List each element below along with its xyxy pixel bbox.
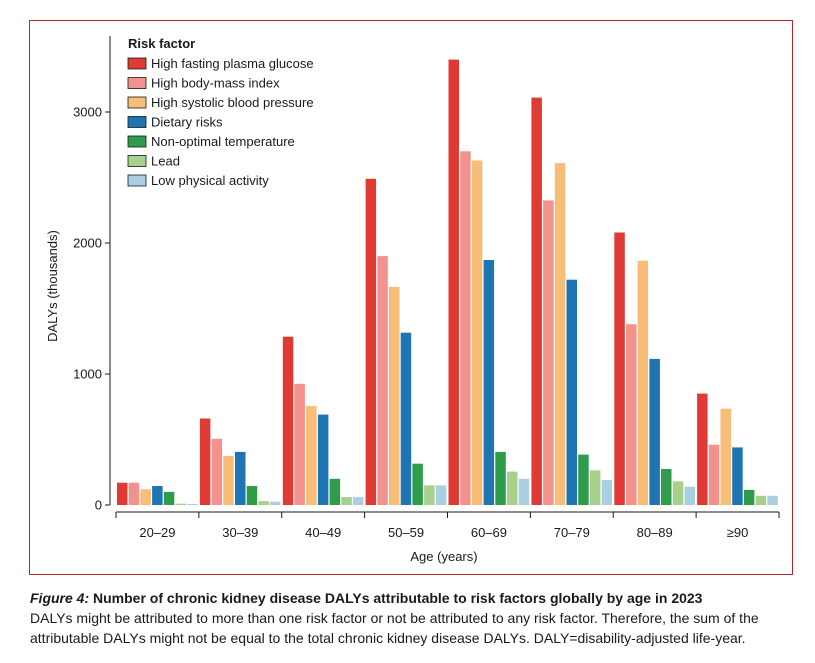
x-tick-label: 20–29: [139, 525, 175, 540]
bar-6-4: [424, 485, 435, 505]
bar-1-5: [448, 59, 459, 505]
bar-4-4: [400, 332, 412, 505]
bar-3-2: [223, 455, 234, 505]
y-axis-title: DALYs (thousands): [45, 230, 60, 342]
x-tick-label: 80–89: [637, 525, 673, 540]
legend-swatch-7: [127, 174, 147, 187]
x-axis-title: Age (years): [410, 549, 477, 564]
legend-label-4: Dietary risks: [151, 115, 223, 130]
bar-1-1: [117, 482, 128, 505]
bar-2-3: [294, 383, 305, 505]
bar-1-4: [365, 178, 377, 506]
bar-5-4: [412, 463, 423, 505]
x-tick-label: 30–39: [222, 525, 258, 540]
bar-1-7: [614, 232, 625, 505]
bar-1-8: [697, 393, 708, 505]
bar-4-8: [732, 447, 743, 505]
bar-7-8: [767, 495, 778, 505]
x-tick-label: 60–69: [471, 525, 507, 540]
bar-7-4: [435, 485, 447, 505]
bar-6-7: [672, 481, 684, 505]
bar-3-5: [471, 160, 483, 505]
bar-3-7: [637, 260, 649, 505]
y-tick-label: 1000: [73, 367, 102, 382]
legend-swatch-1: [127, 57, 147, 70]
bar-3-4: [389, 286, 400, 505]
bar-7-7: [684, 486, 695, 505]
bar-6-8: [755, 495, 767, 505]
legend-swatch-4: [127, 116, 147, 128]
caption-figure-label: Figure 4:: [30, 590, 90, 606]
bar-6-3: [341, 497, 352, 505]
bar-5-8: [743, 489, 755, 505]
bar-2-6: [543, 200, 554, 505]
ticks: 0 1000 2000 3000 20–29 30–39 40–49 50–59 60–69 70…: [73, 105, 780, 540]
bar-5-1: [163, 491, 175, 505]
bar-2-1: [128, 482, 140, 505]
legend-label-5: Non-optimal temperature: [151, 134, 295, 149]
bar-6-1: [175, 503, 186, 505]
bar-4-3: [317, 414, 329, 505]
bar-7-1: [187, 504, 198, 505]
legend-label-2: High body-mass index: [151, 76, 280, 91]
caption-title-line: Figure 4: Number of chronic kidney disea…: [30, 588, 805, 608]
legend-title: Risk factor: [128, 36, 195, 51]
bar-5-3: [329, 478, 341, 505]
bar-2-5: [460, 151, 471, 506]
bars: [117, 59, 778, 506]
bar-3-3: [306, 406, 317, 505]
bar-6-2: [258, 501, 269, 505]
legend-swatch-5: [127, 135, 147, 148]
x-tick-label: 40–49: [305, 525, 341, 540]
y-tick-label: 2000: [73, 236, 102, 251]
bar-3-6: [554, 163, 566, 505]
bar-4-6: [566, 279, 577, 505]
bar-3-8: [720, 408, 731, 505]
bar-7-6: [601, 480, 613, 505]
bar-3-1: [140, 489, 151, 505]
bar-4-5: [483, 260, 495, 505]
bar-1-3: [282, 336, 294, 505]
legend: Risk factor High fasting plasma glucose Hi…: [127, 36, 314, 188]
legend-label-6: Lead: [151, 154, 180, 169]
y-tick-label: 0: [95, 498, 102, 513]
y-tick-label: 3000: [73, 105, 102, 120]
bar-2-2: [211, 438, 223, 505]
bar-5-7: [661, 469, 672, 505]
bar-2-4: [377, 256, 388, 505]
bar-7-2: [270, 501, 281, 505]
caption-title: Number of chronic kidney disease DALYs a…: [89, 590, 703, 606]
bar-5-6: [578, 454, 589, 505]
bar-2-7: [626, 324, 637, 505]
bar-6-5: [507, 471, 518, 505]
legend-swatch-6: [127, 155, 147, 167]
bar-4-1: [152, 486, 163, 505]
figure-frame: [29, 20, 793, 575]
legend-label-7: Low physical activity: [151, 173, 269, 188]
legend-swatch-3: [127, 96, 147, 109]
bar-5-2: [246, 486, 258, 505]
x-tick-label: 50–59: [388, 525, 424, 540]
x-tick-label: ≥90: [727, 525, 749, 540]
legend-label-3: High systolic blood pressure: [151, 95, 314, 110]
chart-svg: 0 1000 2000 3000 20–29 30–39 40–49 50–59 60–69 70…: [45, 36, 780, 564]
bar-4-7: [649, 358, 660, 505]
bar-1-2: [199, 418, 211, 505]
bar-7-5: [518, 478, 530, 505]
bar-2-8: [708, 444, 720, 505]
figure-caption: Figure 4: Number of chronic kidney disea…: [30, 588, 805, 648]
bar-4-2: [235, 451, 246, 505]
bar-7-3: [352, 497, 364, 505]
legend-swatch-2: [127, 77, 147, 89]
x-tick-label: 70–79: [554, 525, 590, 540]
caption-body: DALYs might be attributed to more than o…: [30, 610, 759, 646]
bar-5-5: [495, 451, 506, 505]
bar-6-6: [589, 470, 601, 505]
legend-label-1: High fasting plasma glucose: [151, 56, 314, 71]
bar-1-6: [531, 97, 542, 505]
